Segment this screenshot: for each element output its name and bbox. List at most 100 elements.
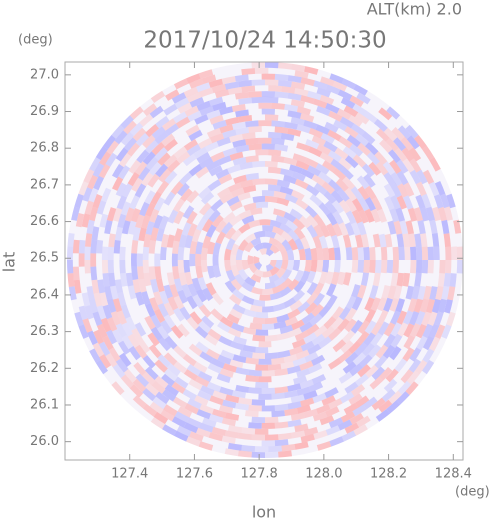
echo-cell <box>316 87 331 98</box>
echo-cell <box>261 190 275 197</box>
echo-cell <box>148 161 162 176</box>
echo-cell <box>357 142 371 156</box>
echo-cell <box>265 195 278 203</box>
echo-cell <box>241 68 256 76</box>
echo-cell <box>299 379 314 389</box>
echo-cell <box>67 246 74 260</box>
echo-cell <box>145 382 159 396</box>
echo-cell <box>296 386 311 396</box>
echo-cell <box>340 97 356 109</box>
echo-cell <box>201 191 215 205</box>
echo-cell <box>271 155 285 163</box>
echo-cell <box>400 136 414 151</box>
echo-cell <box>157 354 171 368</box>
echo-cell <box>180 188 193 202</box>
echo-cell <box>138 227 147 242</box>
y-unit: (deg) <box>18 33 53 48</box>
echo-cell <box>186 190 200 204</box>
echo-cell <box>441 286 450 301</box>
echo-cell <box>219 368 234 378</box>
echo-cell <box>221 435 236 444</box>
echo-cell <box>120 131 134 146</box>
echo-cell <box>265 79 279 86</box>
echo-cell <box>207 179 222 192</box>
echo-cell <box>112 207 123 222</box>
echo-cell <box>117 291 127 307</box>
echo-cell <box>227 442 242 451</box>
echo-cell <box>333 119 348 132</box>
echo-cell <box>300 270 310 284</box>
plot-frame <box>64 61 464 461</box>
echo-cell <box>318 235 328 249</box>
echo-cell <box>421 246 429 260</box>
echo-cell <box>422 359 435 375</box>
echo-cell <box>184 234 193 249</box>
echo-cell <box>142 151 156 165</box>
echo-cell <box>255 364 269 371</box>
echo-cell <box>344 422 360 434</box>
echo-cell <box>84 260 91 274</box>
echo-cell <box>390 333 403 348</box>
echo-cell <box>196 100 211 111</box>
echo-cell <box>340 166 354 180</box>
echo-cell <box>224 280 237 293</box>
echo-cell <box>162 424 177 436</box>
echo-cell <box>115 182 127 197</box>
echo-cell <box>370 321 383 336</box>
echo-cell <box>283 157 298 166</box>
echo-cell <box>125 207 135 222</box>
echo-cell <box>200 385 215 396</box>
echo-cell <box>265 281 277 290</box>
echo-cell <box>295 160 310 171</box>
echo-cell <box>116 195 127 210</box>
echo-cell <box>378 399 393 413</box>
echo-cell <box>361 342 375 357</box>
echo-cell <box>383 127 398 142</box>
echo-cell <box>147 173 160 188</box>
echo-cell <box>255 311 269 319</box>
echo-cell <box>337 188 350 202</box>
echo-cell <box>262 242 273 250</box>
echo-cell <box>385 137 399 152</box>
echo-cell <box>339 116 355 129</box>
echo-cell <box>91 226 100 241</box>
echo-cell <box>374 260 382 274</box>
echo-cell <box>341 78 357 90</box>
echo-cell <box>163 154 178 168</box>
echo-cell <box>348 114 363 127</box>
echo-cell <box>205 160 220 172</box>
echo-cell <box>255 201 269 209</box>
echo-cell <box>441 219 450 234</box>
echo-cell <box>318 202 331 216</box>
echo-cell <box>142 403 158 417</box>
echo-cell <box>164 384 179 397</box>
echo-cell <box>136 149 150 164</box>
echo-cell <box>206 127 222 139</box>
echo-cell <box>320 132 335 144</box>
echo-cell <box>383 183 396 198</box>
echo-cell <box>276 179 291 188</box>
echo-cell <box>427 260 434 274</box>
echo-cell <box>321 325 335 339</box>
echo-cell <box>287 75 302 83</box>
echo-cell <box>225 412 240 421</box>
echo-cell <box>387 285 397 300</box>
echo-cell <box>301 312 315 325</box>
echo-cell <box>280 277 293 290</box>
echo-cell <box>429 336 441 352</box>
echo-cell <box>270 219 282 229</box>
echo-cell <box>281 268 292 281</box>
echo-cell <box>239 350 253 359</box>
echo-cell <box>446 311 456 327</box>
echo-cell <box>305 184 320 197</box>
echo-cell <box>173 228 183 242</box>
echo-cell <box>305 323 320 336</box>
echo-cell <box>78 253 85 267</box>
echo-cell <box>248 219 260 229</box>
echo-cell <box>176 151 191 164</box>
echo-cell <box>345 295 357 310</box>
echo-cell <box>194 395 209 406</box>
echo-cell <box>90 253 97 267</box>
echo-cell <box>318 171 332 184</box>
echo-cell <box>429 219 438 234</box>
